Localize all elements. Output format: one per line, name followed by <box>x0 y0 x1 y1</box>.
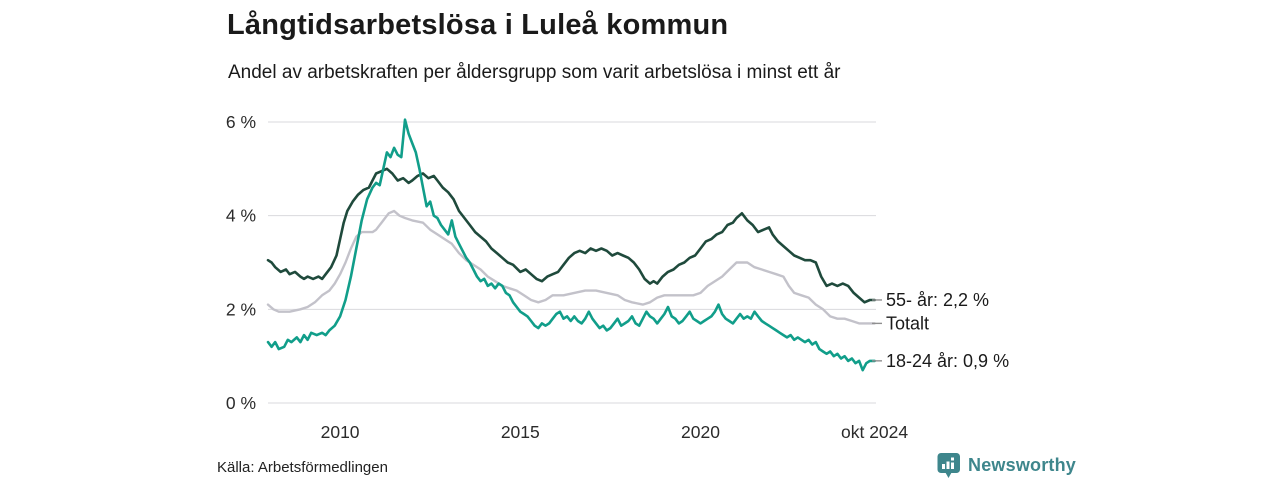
y-axis-tick-label: 4 % <box>226 206 256 226</box>
newsworthy-logo-icon <box>937 453 960 478</box>
page-subtitle: Andel av arbetskraften per åldersgrupp s… <box>228 62 841 83</box>
brand-name: Newsworthy <box>968 455 1077 475</box>
x-axis-tick-label: okt 2024 <box>841 422 908 442</box>
x-axis-tick-label: 2015 <box>501 422 540 442</box>
source-note: Källa: Arbetsförmedlingen <box>217 459 388 476</box>
brand-lockup: Newsworthy <box>936 452 1076 479</box>
y-axis-tick-label: 6 % <box>226 112 256 132</box>
x-axis-tick-label: 2020 <box>681 422 720 442</box>
legend-label-55-år: 55- år: 2,2 % <box>886 290 989 310</box>
series-line-18-24år <box>266 118 876 372</box>
y-axis-tick-label: 0 % <box>226 393 256 413</box>
x-axis-tick-label: 2010 <box>321 422 360 442</box>
series-line-55-år <box>266 167 876 304</box>
legend-label-Totalt: Totalt <box>886 313 929 333</box>
page-title: Långtidsarbetslösa i Luleå kommun <box>227 9 729 41</box>
legend-label-18-24år: 18-24 år: 0,9 % <box>886 351 1009 371</box>
y-axis-tick-label: 2 % <box>226 299 256 319</box>
